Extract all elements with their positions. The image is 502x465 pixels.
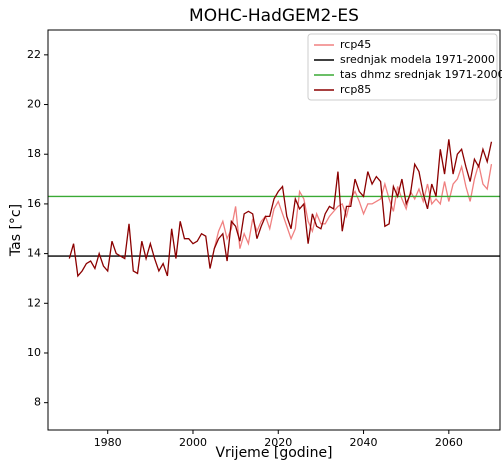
x-tick-label: 2020	[264, 436, 292, 449]
y-tick-label: 8	[34, 396, 41, 409]
y-tick-label: 12	[27, 296, 41, 309]
y-tick-label: 18	[27, 147, 41, 160]
y-axis-label: Tas [°c]	[8, 204, 24, 257]
y-tick-label: 22	[27, 48, 41, 61]
x-tick-label: 2000	[179, 436, 207, 449]
x-tick-label: 1980	[94, 436, 122, 449]
legend-label: tas dhmz srednjak 1971-2000	[340, 68, 502, 81]
y-tick-label: 16	[27, 197, 41, 210]
y-tick-label: 14	[27, 247, 41, 260]
x-tick-label: 2040	[350, 436, 378, 449]
plot-frame	[47, 29, 501, 431]
y-tick-label: 20	[27, 98, 41, 111]
legend-label: rcp45	[340, 38, 371, 51]
chart-title: MOHC-HadGEM2-ES	[189, 6, 359, 26]
data-line	[68, 139, 493, 278]
legend-box	[307, 33, 498, 101]
legend-label: rcp85	[340, 83, 371, 96]
x-axis-label: Vrijeme [godine]	[215, 445, 332, 461]
legend-label: srednjak modela 1971-2000	[340, 53, 495, 66]
y-tick-label: 10	[27, 346, 41, 359]
x-tick-label: 2060	[435, 436, 463, 449]
